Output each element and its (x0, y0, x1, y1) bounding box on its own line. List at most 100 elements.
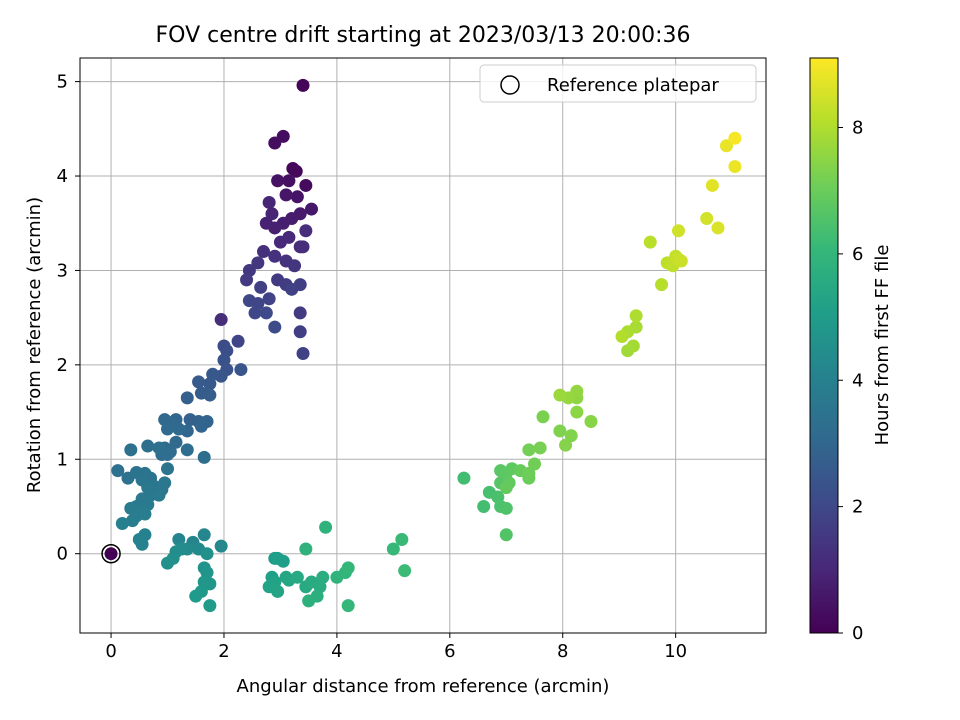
data-point (293, 325, 307, 339)
data-point (288, 259, 302, 273)
data-point (265, 207, 279, 221)
data-point (395, 533, 409, 547)
reference-marker (101, 543, 121, 564)
data-point (271, 584, 285, 598)
y-tick-label: 2 (57, 355, 68, 376)
data-point (302, 594, 316, 608)
y-tick-label: 3 (57, 260, 68, 281)
colorbar-tick-label: 8 (852, 118, 863, 139)
data-point (268, 136, 282, 150)
data-point (705, 178, 719, 192)
data-point (296, 240, 310, 254)
data-point (499, 501, 513, 515)
data-point (132, 533, 146, 547)
colorbar-tick-label: 4 (852, 370, 863, 391)
data-point (533, 441, 547, 455)
data-point (273, 235, 287, 249)
data-point (248, 306, 262, 320)
data-point (700, 212, 714, 226)
data-point (234, 363, 248, 377)
data-point (124, 443, 138, 457)
data-point (203, 377, 217, 391)
data-point (180, 443, 194, 457)
data-point (671, 224, 685, 238)
x-tick-label: 0 (105, 641, 116, 662)
y-axis-ticks: 0 1 2 3 4 5 (57, 72, 80, 565)
data-point (152, 441, 166, 455)
data-point (299, 178, 313, 192)
data-point (161, 422, 175, 436)
data-point (299, 542, 313, 556)
colorbar-label: Hours from first FF file (872, 245, 893, 446)
data-point (477, 499, 491, 513)
legend-box (479, 64, 757, 103)
data-point (629, 309, 643, 323)
data-point (104, 547, 118, 561)
data-point (499, 481, 513, 495)
data-point (169, 435, 183, 449)
data-point (279, 188, 293, 202)
x-tick-label: 2 (218, 641, 229, 662)
data-point (172, 422, 186, 436)
plot-area: 0 2 4 6 8 10 0 1 2 3 4 5 (57, 57, 767, 662)
data-point (528, 457, 542, 471)
data-point (296, 347, 310, 361)
data-point (655, 278, 669, 292)
data-point (553, 388, 567, 402)
data-point (251, 256, 265, 270)
data-point (197, 528, 211, 542)
data-point (152, 488, 166, 502)
data-point (203, 599, 217, 613)
data-point (200, 547, 214, 561)
data-point (319, 520, 333, 534)
colorbar-tick-label: 6 (852, 244, 863, 265)
data-point (719, 139, 733, 153)
data-point (254, 280, 268, 294)
data-point (259, 216, 273, 230)
data-point (197, 450, 211, 464)
data-point (728, 131, 742, 145)
data-point (559, 438, 573, 452)
x-tick-label: 4 (331, 641, 342, 662)
y-axis-label: Rotation from reference (arcmin) (24, 197, 45, 493)
data-point (240, 273, 254, 287)
data-point (290, 190, 304, 204)
x-tick-label: 6 (444, 641, 455, 662)
colorbar-gradient (809, 57, 839, 634)
data-point (271, 174, 285, 188)
data-point (316, 570, 330, 584)
data-point (214, 539, 228, 553)
data-point (115, 516, 129, 530)
data-point (499, 528, 513, 542)
data-point (386, 542, 400, 556)
data-point (398, 564, 412, 578)
data-point (161, 556, 175, 570)
data-point (299, 224, 313, 238)
x-axis-ticks: 0 2 4 6 8 10 (105, 633, 687, 662)
data-point (626, 339, 640, 353)
data-point (536, 410, 550, 424)
colorbar-ticks: 0 2 4 6 8 (838, 118, 863, 644)
data-point (289, 164, 303, 178)
data-point (564, 429, 578, 443)
data-point (304, 202, 318, 216)
reference-platepar-legend-marker (500, 75, 520, 95)
data-point (141, 439, 155, 453)
data-point (161, 462, 175, 476)
data-point (711, 221, 725, 235)
reference-platepar-marker (101, 543, 121, 564)
data-point (285, 282, 299, 296)
data-point (231, 334, 245, 348)
chart-title: FOV centre drift starting at 2023/03/13 … (156, 23, 691, 48)
data-point (268, 320, 282, 334)
data-point (290, 570, 304, 584)
legend-entry-reference-platepar: Reference platepar (547, 75, 719, 96)
data-point (203, 388, 217, 402)
y-tick-label: 5 (57, 72, 68, 93)
data-point (268, 249, 282, 263)
data-point (189, 589, 203, 603)
data-point (341, 599, 355, 613)
data-point (192, 375, 206, 389)
y-tick-label: 1 (57, 449, 68, 470)
